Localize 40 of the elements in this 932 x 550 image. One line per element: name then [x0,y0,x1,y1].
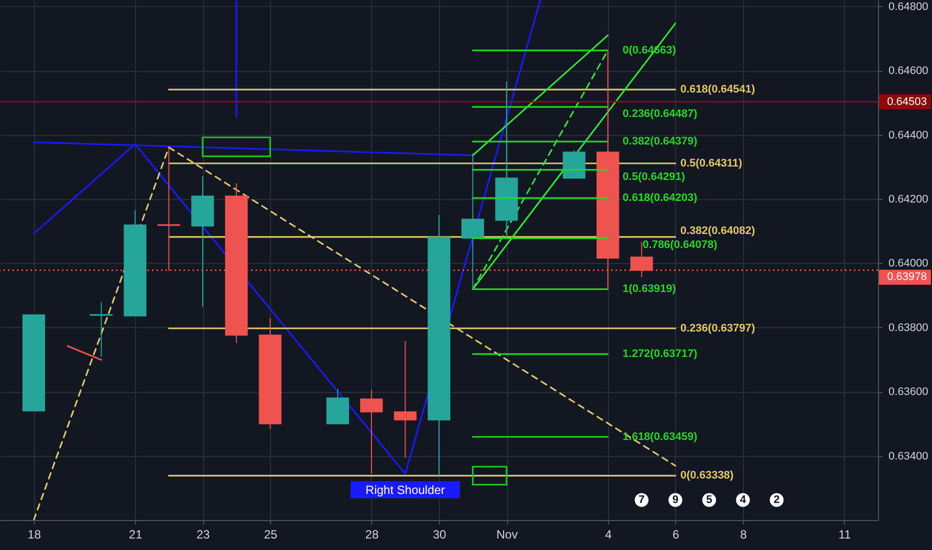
y-tick-label: 0.63400 [888,450,928,462]
x-tick-label: 4 [605,528,612,542]
x-tick-label: 11 [838,528,852,542]
series-label: 0.382(0.64082) [680,224,756,237]
series-label: 1(0.63919) [622,283,676,296]
y-tick-label: 0.63800 [888,322,928,334]
series-label: 1.618(0.63459) [622,430,698,443]
x-tick-label: 28 [365,528,379,542]
series-label: 0.5(0.64311) [680,157,742,170]
annotation: 7 [638,494,645,506]
x-tick-label: 21 [128,528,143,542]
x-tick-label: 6 [672,528,680,542]
y-tick-label: 0.64400 [888,129,928,142]
ref-line-label: 0.64503 [887,96,927,108]
y-tick-label: 0.64800 [888,0,928,13]
x-tick-label: 18 [28,528,42,542]
x-tick-label: Nov [496,528,518,542]
annotation: 9 [672,494,678,506]
series-label: 0.236(0.63797) [680,322,756,334]
x-tick-label: 8 [740,528,748,542]
series-label: 0.618(0.64203) [622,192,698,204]
text: 0.786(0.64078) [642,239,718,252]
x-tick-label: 23 [196,528,210,542]
y-tick-label: 0.64600 [888,65,928,78]
series-label: 0(0.63338) [680,470,734,482]
series-label: 0.5(0.64291) [622,170,686,183]
x-tick-label: 30 [432,528,446,542]
series-label: 0.382(0.64379) [622,136,698,148]
annotation: Right Shoulder [366,482,445,497]
ref-line-label: 0.63978 [887,271,927,284]
series-label: 1.272(0.63717) [622,348,698,360]
annotation: 5 [706,494,712,506]
series-label: 0.236(0.64487) [622,108,698,120]
annotation: 2 [774,494,780,506]
x-tick-label: 25 [264,528,278,542]
series-label: 0.618(0.64541) [680,84,756,96]
y-tick-label: 0.64200 [888,194,928,206]
annotation: 4 [740,494,747,506]
y-tick-label: 0.63600 [888,386,928,398]
y-tick-label: 0.64000 [888,258,928,270]
